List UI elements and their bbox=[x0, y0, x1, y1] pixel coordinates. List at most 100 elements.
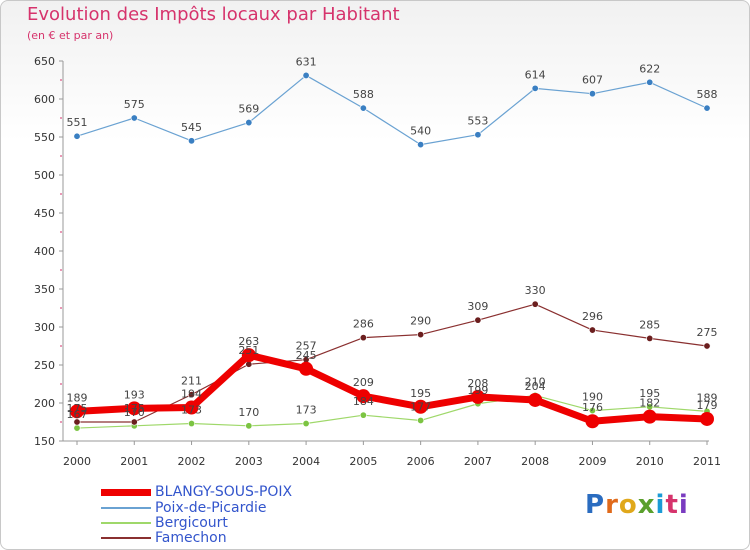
proxiti-logo: Proxiti bbox=[585, 490, 689, 520]
series-line-famechon bbox=[76, 303, 708, 423]
axes: 150 200 250 300 350 400 450 500 550 600 650 2000 200… bbox=[34, 55, 721, 468]
x-tick-label: 2003 bbox=[235, 455, 263, 468]
legend-swatch bbox=[101, 489, 151, 496]
data-point-poix-de-picardie bbox=[73, 132, 81, 140]
data-point-blangy-sous-poix bbox=[470, 389, 485, 404]
data-label-famechon: 175 bbox=[124, 402, 145, 415]
data-point-blangy-sous-poix bbox=[70, 404, 84, 419]
legend-swatch bbox=[101, 537, 151, 539]
x-tick-label: 2011 bbox=[693, 455, 721, 468]
data-point-poix-de-picardie bbox=[130, 114, 138, 122]
legend-swatch bbox=[101, 507, 151, 509]
data-point-blangy-sous-poix bbox=[700, 411, 714, 426]
data-label-famechon: 175 bbox=[67, 402, 88, 415]
data-label-famechon: 251 bbox=[238, 344, 259, 357]
data-point-bergicourt bbox=[188, 420, 196, 428]
data-point-blangy-sous-poix bbox=[413, 399, 428, 414]
data-label-blangy-sous-poix: 182 bbox=[639, 397, 660, 410]
data-point-famechon bbox=[130, 418, 138, 426]
data-label-bergicourt: 189 bbox=[697, 391, 718, 404]
x-tick-label: 2004 bbox=[292, 455, 320, 468]
data-point-famechon bbox=[73, 418, 81, 426]
legend-item-blangy: BLANGY-SOUS-POIX bbox=[101, 485, 361, 500]
data-label-bergicourt: 184 bbox=[353, 395, 374, 408]
y-tick-label: 150 bbox=[34, 435, 55, 448]
data-label-poix-de-picardie: 588 bbox=[353, 88, 374, 101]
data-point-famechon bbox=[417, 331, 425, 339]
data-label-blangy-sous-poix: 189 bbox=[67, 391, 88, 404]
data-label-famechon: 290 bbox=[410, 315, 431, 328]
data-label-blangy-sous-poix: 193 bbox=[124, 388, 145, 401]
data-point-bergicourt bbox=[302, 420, 310, 428]
legend-item-poix: Poix-de-Picardie bbox=[101, 501, 361, 516]
y-tick-label: 400 bbox=[34, 245, 55, 258]
data-label-bergicourt: 177 bbox=[410, 400, 431, 413]
data-label-bergicourt: 190 bbox=[582, 391, 603, 404]
x-tick-label: 2007 bbox=[464, 455, 492, 468]
x-tick-label: 2008 bbox=[521, 455, 549, 468]
data-point-famechon bbox=[703, 342, 711, 350]
x-tick-label: 2005 bbox=[349, 455, 377, 468]
data-label-blangy-sous-poix: 208 bbox=[467, 377, 488, 390]
data-point-bergicourt bbox=[359, 411, 367, 419]
data-point-poix-de-picardie bbox=[588, 90, 596, 98]
data-point-poix-de-picardie bbox=[531, 84, 539, 92]
data-label-famechon: 211 bbox=[181, 375, 202, 388]
y-tick-label: 450 bbox=[34, 207, 55, 220]
data-label-famechon: 275 bbox=[697, 326, 718, 339]
legend-label: Famechon bbox=[155, 530, 227, 546]
data-label-bergicourt: 173 bbox=[296, 404, 317, 417]
data-point-blangy-sous-poix bbox=[184, 400, 199, 415]
data-point-blangy-sous-poix bbox=[642, 409, 657, 424]
data-label-famechon: 257 bbox=[296, 340, 317, 353]
data-label-blangy-sous-poix: 245 bbox=[296, 349, 317, 362]
legend-label: BLANGY-SOUS-POIX bbox=[155, 484, 293, 500]
data-label-blangy-sous-poix: 204 bbox=[525, 380, 546, 393]
data-point-famechon bbox=[359, 334, 367, 342]
x-tick-label: 2002 bbox=[178, 455, 206, 468]
data-label-poix-de-picardie: 540 bbox=[410, 125, 431, 138]
chart-title: Evolution des Impôts locaux par Habitant bbox=[27, 4, 400, 25]
series-line-blangy-sous-poix bbox=[73, 351, 711, 425]
y-tick-label: 650 bbox=[34, 55, 55, 68]
data-label-bergicourt: 170 bbox=[238, 406, 259, 419]
y-tick-label: 200 bbox=[34, 397, 55, 410]
data-point-blangy-sous-poix bbox=[528, 392, 543, 407]
data-label-poix-de-picardie: 614 bbox=[525, 68, 546, 81]
data-point-poix-de-picardie bbox=[474, 131, 482, 139]
data-point-bergicourt bbox=[245, 422, 253, 430]
data-label-poix-de-picardie: 607 bbox=[582, 74, 603, 87]
data-point-blangy-sous-poix bbox=[585, 414, 600, 429]
data-label-famechon: 296 bbox=[582, 310, 603, 323]
data-label-blangy-sous-poix: 176 bbox=[582, 401, 603, 414]
data-label-famechon: 330 bbox=[525, 284, 546, 297]
data-point-famechon bbox=[531, 300, 539, 308]
y-tick-label: 250 bbox=[34, 359, 55, 372]
data-point-poix-de-picardie bbox=[359, 104, 367, 112]
data-point-poix-de-picardie bbox=[245, 119, 253, 127]
data-label-poix-de-picardie: 545 bbox=[181, 121, 202, 134]
legend-item-famechon: Famechon bbox=[101, 531, 361, 546]
y-tick-label: 350 bbox=[34, 283, 55, 296]
data-label-blangy-sous-poix: 263 bbox=[238, 335, 259, 348]
data-label-bergicourt: 199 bbox=[467, 384, 488, 397]
legend-item-bergicourt: Bergicourt bbox=[101, 516, 361, 531]
series-layer bbox=[70, 71, 714, 432]
data-point-blangy-sous-poix bbox=[127, 401, 142, 416]
data-label-blangy-sous-poix: 179 bbox=[697, 399, 718, 412]
data-label-poix-de-picardie: 569 bbox=[238, 103, 259, 116]
legend-label: Poix-de-Picardie bbox=[155, 500, 267, 516]
data-label-bergicourt: 195 bbox=[639, 387, 660, 400]
x-tick-label: 2010 bbox=[636, 455, 664, 468]
series-line-bergicourt bbox=[76, 394, 708, 429]
legend-swatch bbox=[101, 522, 151, 524]
y-tick-label: 550 bbox=[34, 131, 55, 144]
y-tick-label: 500 bbox=[34, 169, 55, 182]
data-point-poix-de-picardie bbox=[703, 104, 711, 112]
data-point-blangy-sous-poix bbox=[299, 361, 314, 376]
data-label-famechon: 286 bbox=[353, 318, 374, 331]
data-label-bergicourt: 170 bbox=[124, 406, 145, 419]
data-label-poix-de-picardie: 588 bbox=[697, 88, 718, 101]
